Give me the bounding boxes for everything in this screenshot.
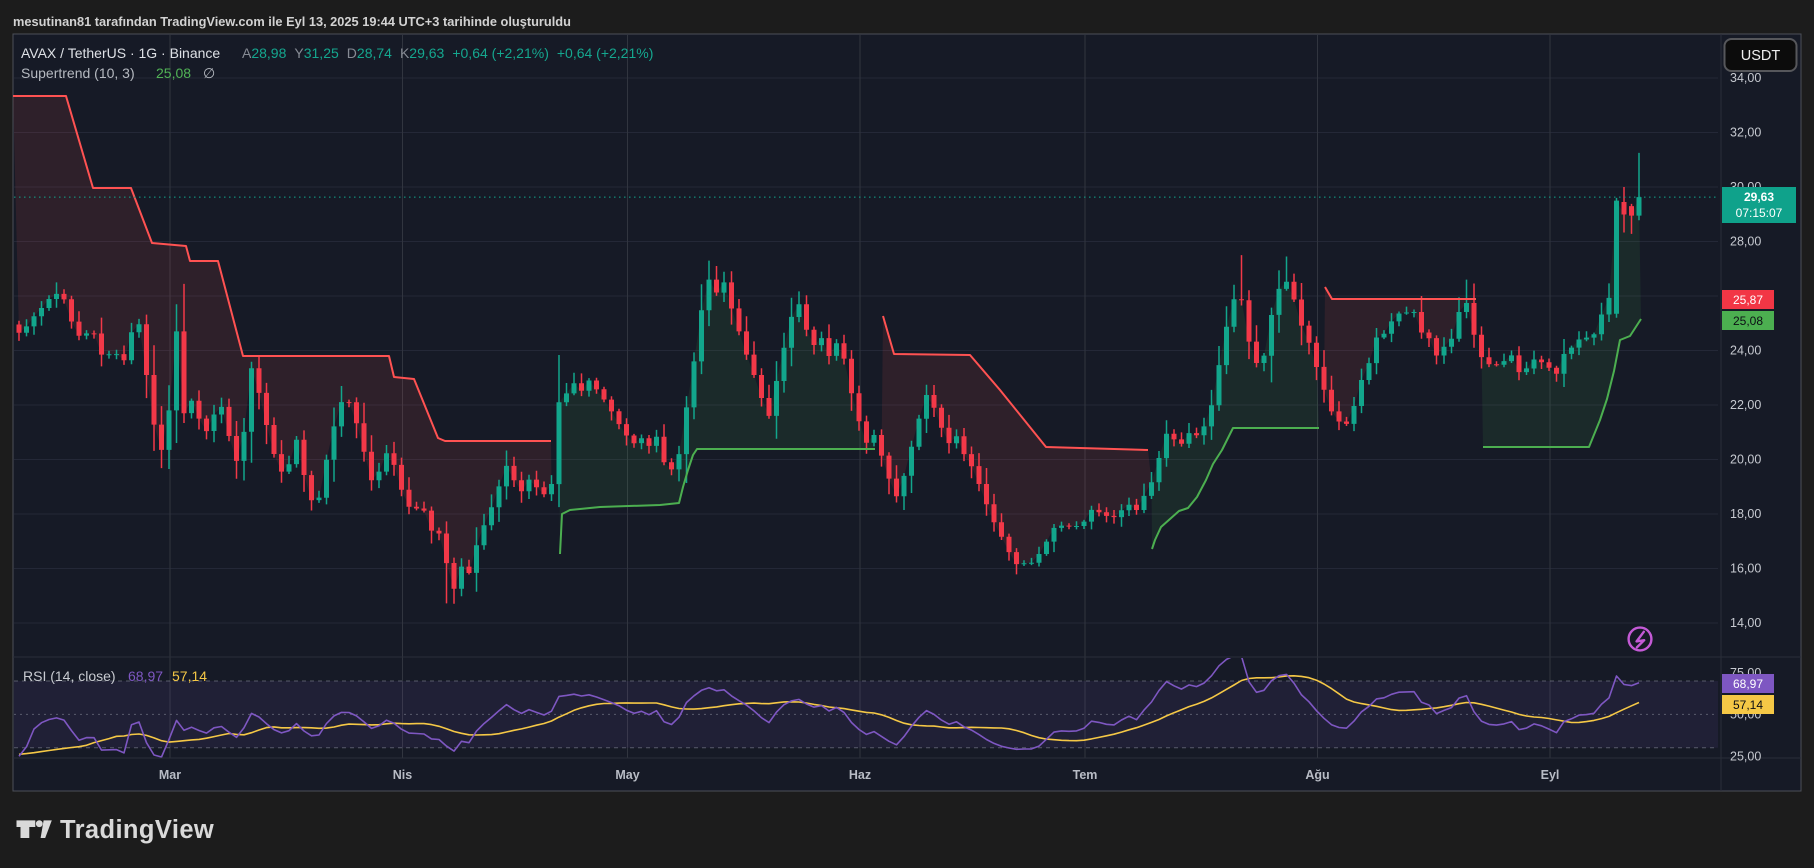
svg-text:Eyl: Eyl bbox=[1541, 768, 1560, 782]
svg-text:25,08: 25,08 bbox=[156, 65, 191, 81]
svg-text:25,08: 25,08 bbox=[1733, 314, 1763, 328]
svg-text:AVAX / TetherUS · 1G · Binance: AVAX / TetherUS · 1G · Binance bbox=[21, 45, 220, 61]
svg-text:34,00: 34,00 bbox=[1730, 71, 1761, 85]
svg-text:57,14: 57,14 bbox=[172, 668, 207, 684]
svg-text:68,97: 68,97 bbox=[1733, 677, 1763, 691]
svg-text:25,87: 25,87 bbox=[1733, 293, 1763, 307]
svg-text:mesutinan81 tarafından Trading: mesutinan81 tarafından TradingView.com i… bbox=[13, 14, 571, 29]
svg-text:Mar: Mar bbox=[159, 768, 181, 782]
svg-text:May: May bbox=[615, 768, 639, 782]
svg-text:25,00: 25,00 bbox=[1730, 749, 1761, 763]
svg-text:14,00: 14,00 bbox=[1730, 616, 1761, 630]
svg-text:Tem: Tem bbox=[1073, 768, 1098, 782]
svg-text:29,63: 29,63 bbox=[1744, 190, 1774, 204]
svg-text:Ağu: Ağu bbox=[1305, 768, 1329, 782]
svg-text:07:15:07: 07:15:07 bbox=[1736, 206, 1783, 220]
svg-text:18,00: 18,00 bbox=[1730, 507, 1761, 521]
svg-text:TradingView: TradingView bbox=[60, 816, 214, 844]
svg-text:22,00: 22,00 bbox=[1730, 398, 1761, 412]
svg-text:28,00: 28,00 bbox=[1730, 235, 1761, 249]
svg-text:Haz: Haz bbox=[849, 768, 871, 782]
svg-text:57,14: 57,14 bbox=[1733, 698, 1763, 712]
svg-text:Nis: Nis bbox=[393, 768, 413, 782]
svg-text:RSI (14, close): RSI (14, close) bbox=[23, 668, 116, 684]
svg-text:Supertrend (10, 3): Supertrend (10, 3) bbox=[21, 65, 135, 81]
svg-text:∅: ∅ bbox=[203, 65, 215, 81]
svg-text:68,97: 68,97 bbox=[128, 668, 163, 684]
svg-text:32,00: 32,00 bbox=[1730, 126, 1761, 140]
svg-text:USDT: USDT bbox=[1741, 48, 1781, 64]
svg-text:20,00: 20,00 bbox=[1730, 453, 1761, 467]
svg-text:16,00: 16,00 bbox=[1730, 562, 1761, 576]
svg-text:24,00: 24,00 bbox=[1730, 344, 1761, 358]
